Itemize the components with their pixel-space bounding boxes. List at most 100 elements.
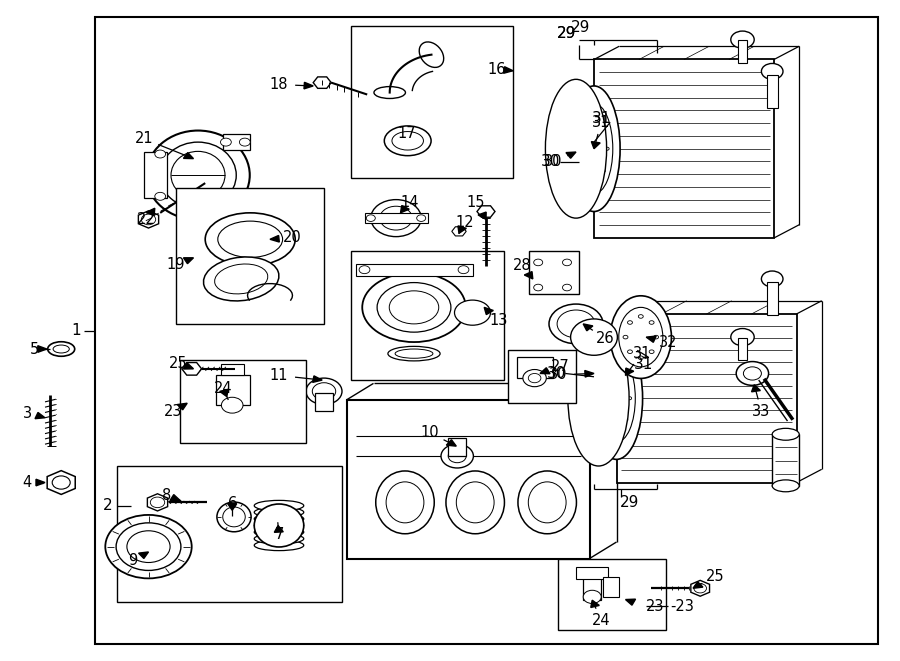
Polygon shape [452,227,466,236]
Text: 9: 9 [128,553,137,568]
Text: 24: 24 [214,381,232,396]
Circle shape [582,169,587,173]
Bar [94,17,878,644]
Ellipse shape [456,482,494,523]
Polygon shape [274,525,284,532]
Ellipse shape [374,87,406,98]
Text: 5: 5 [30,342,39,356]
Polygon shape [504,67,513,73]
Ellipse shape [598,354,635,442]
Polygon shape [646,336,656,342]
Ellipse shape [217,502,251,531]
Circle shape [761,271,783,287]
Circle shape [155,192,166,200]
Bar [767,282,778,315]
Ellipse shape [254,514,304,524]
Bar [517,357,553,378]
Circle shape [417,215,426,221]
Bar [616,314,796,483]
Polygon shape [184,258,194,264]
Ellipse shape [590,337,643,459]
Circle shape [731,31,754,48]
Circle shape [380,206,412,230]
Circle shape [579,147,583,150]
Polygon shape [691,580,709,596]
Circle shape [601,169,606,173]
Polygon shape [313,77,331,89]
Circle shape [743,367,761,380]
Ellipse shape [254,540,304,551]
Circle shape [627,321,633,325]
Ellipse shape [146,131,250,219]
Text: 8: 8 [162,488,171,503]
Circle shape [306,378,342,405]
Circle shape [601,125,606,128]
Circle shape [127,531,170,563]
Text: 22: 22 [137,212,155,227]
Ellipse shape [419,42,444,67]
Circle shape [583,590,601,603]
Ellipse shape [772,428,799,440]
Circle shape [220,138,231,146]
Circle shape [627,397,632,400]
Polygon shape [484,307,493,315]
Polygon shape [400,206,410,213]
Bar [216,375,250,405]
Circle shape [523,369,546,387]
Circle shape [649,350,654,354]
Ellipse shape [53,345,69,353]
Text: 25: 25 [706,569,724,584]
Bar [346,400,590,559]
Ellipse shape [254,504,304,547]
Circle shape [592,178,596,182]
Text: 17: 17 [398,126,416,141]
Circle shape [605,147,609,150]
Polygon shape [47,471,76,494]
Text: 10: 10 [421,426,439,440]
Circle shape [528,373,541,383]
Circle shape [624,418,628,422]
Circle shape [150,497,165,508]
Text: 25: 25 [169,356,187,371]
Bar [351,26,513,178]
Text: 3: 3 [22,406,32,420]
Bar [176,188,324,324]
Polygon shape [184,153,194,159]
Polygon shape [184,363,194,369]
Bar [767,75,778,108]
Circle shape [366,215,375,221]
Ellipse shape [610,296,671,378]
Circle shape [731,329,754,346]
Ellipse shape [454,300,490,325]
Circle shape [653,335,659,339]
Circle shape [615,366,618,369]
Polygon shape [170,494,180,500]
Text: 31: 31 [591,112,611,126]
Circle shape [592,116,596,119]
Text: 28: 28 [513,258,531,273]
Ellipse shape [446,471,504,534]
Circle shape [605,418,609,422]
Bar [364,213,427,223]
Polygon shape [177,403,187,410]
Ellipse shape [205,213,295,266]
Circle shape [638,356,644,360]
Text: 24: 24 [592,613,610,627]
Circle shape [359,266,370,274]
Circle shape [761,63,783,79]
Polygon shape [270,235,279,242]
Bar [45,395,56,446]
Polygon shape [585,371,594,377]
Bar [144,152,166,198]
Text: 23: 23 [646,599,665,613]
Circle shape [312,383,336,400]
Text: 30: 30 [541,155,561,169]
Polygon shape [752,385,760,392]
Bar [558,559,666,630]
Ellipse shape [218,221,283,257]
Text: 12: 12 [455,215,473,230]
Polygon shape [312,376,322,383]
Ellipse shape [772,480,799,492]
Text: 31: 31 [634,358,653,372]
Bar [315,393,333,411]
